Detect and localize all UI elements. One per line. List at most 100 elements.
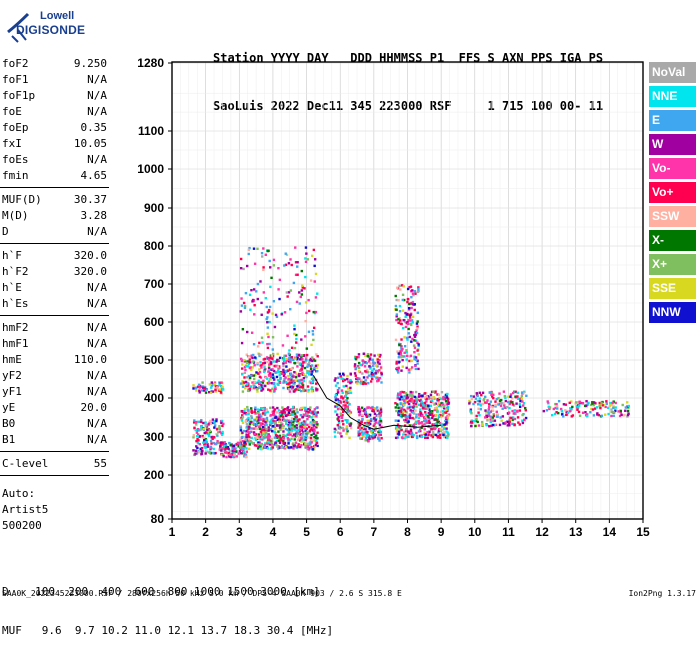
echo-point bbox=[214, 442, 218, 446]
echo-point bbox=[412, 433, 415, 437]
echo-point bbox=[395, 429, 399, 432]
echo-point bbox=[257, 421, 260, 425]
echo-point bbox=[288, 413, 292, 416]
echo-point bbox=[268, 389, 272, 392]
echo-point bbox=[300, 429, 304, 432]
echo-point bbox=[564, 403, 568, 406]
echo-point bbox=[252, 374, 256, 377]
echo-point bbox=[288, 368, 292, 371]
echo-point bbox=[610, 414, 613, 418]
echo-point bbox=[291, 425, 295, 428]
echo-point bbox=[518, 403, 522, 406]
echo-point bbox=[612, 414, 615, 417]
echo-point bbox=[296, 411, 299, 414]
echo-point bbox=[253, 262, 257, 265]
echo-point bbox=[241, 421, 245, 424]
echo-point bbox=[429, 404, 433, 408]
echo-point bbox=[405, 435, 408, 438]
echo-point bbox=[291, 424, 294, 427]
echo-point bbox=[308, 381, 312, 384]
echo-point bbox=[356, 364, 360, 368]
echo-point bbox=[263, 407, 267, 411]
echo-point bbox=[478, 414, 481, 417]
echo-point bbox=[345, 401, 349, 405]
echo-point bbox=[379, 366, 383, 369]
echo-point bbox=[271, 417, 275, 421]
echo-point bbox=[240, 416, 243, 420]
echo-point bbox=[275, 371, 279, 374]
echo-point bbox=[418, 403, 421, 407]
echo-point bbox=[367, 406, 371, 409]
echo-point bbox=[416, 320, 419, 323]
param-value: N/A bbox=[87, 369, 107, 382]
echo-point bbox=[258, 427, 262, 431]
echo-point bbox=[245, 383, 249, 386]
echo-point bbox=[399, 393, 402, 396]
echo-point bbox=[244, 442, 247, 445]
echo-point bbox=[396, 371, 400, 374]
echo-point bbox=[417, 287, 420, 291]
echo-point bbox=[415, 413, 418, 416]
echo-point bbox=[514, 390, 517, 393]
y-tick-label: 300 bbox=[144, 430, 164, 444]
echo-point bbox=[313, 258, 317, 261]
echo-point bbox=[396, 368, 400, 372]
echo-point bbox=[376, 379, 379, 383]
echo-point bbox=[264, 384, 267, 388]
echo-point bbox=[242, 267, 245, 271]
echo-point bbox=[259, 413, 262, 416]
echo-point bbox=[275, 424, 279, 427]
echo-point bbox=[478, 400, 481, 403]
echo-point bbox=[257, 372, 260, 375]
param-row-yf2: yF2 N/A bbox=[2, 368, 107, 384]
echo-point bbox=[258, 381, 262, 385]
echo-point bbox=[297, 436, 301, 439]
legend-item-vo: Vo- bbox=[649, 158, 696, 179]
x-tick-label: 8 bbox=[404, 525, 411, 539]
echo-point bbox=[520, 394, 524, 398]
echo-point bbox=[433, 427, 437, 431]
echo-point bbox=[268, 363, 271, 366]
echo-point bbox=[611, 401, 614, 405]
echo-point bbox=[365, 437, 368, 440]
echo-point bbox=[366, 355, 369, 358]
echo-point bbox=[574, 401, 578, 404]
echo-point bbox=[477, 403, 480, 406]
echo-point bbox=[244, 453, 248, 456]
echo-point bbox=[418, 428, 422, 431]
echo-point bbox=[290, 431, 293, 434]
software-version: Ion2Png 1.3.17 bbox=[628, 589, 696, 598]
echo-point bbox=[273, 389, 276, 392]
echo-point bbox=[253, 364, 256, 367]
echo-point bbox=[346, 421, 349, 424]
echo-point bbox=[279, 424, 282, 427]
echo-point bbox=[288, 381, 291, 385]
echo-point bbox=[271, 424, 275, 428]
echo-point bbox=[411, 416, 414, 420]
echo-point bbox=[299, 439, 302, 442]
echo-point bbox=[261, 447, 264, 450]
echo-point bbox=[292, 442, 295, 445]
echo-point bbox=[399, 425, 403, 429]
echo-point bbox=[292, 427, 296, 430]
echo-point bbox=[266, 346, 270, 350]
echo-point bbox=[423, 423, 426, 426]
echo-point bbox=[430, 399, 434, 402]
echo-point bbox=[446, 434, 450, 437]
echo-point bbox=[264, 296, 268, 300]
echo-point bbox=[429, 413, 432, 417]
y-tick-label: 200 bbox=[144, 468, 164, 482]
echo-point bbox=[560, 413, 564, 416]
echo-point bbox=[357, 419, 361, 422]
echo-point bbox=[431, 423, 434, 426]
echo-point bbox=[299, 295, 302, 299]
echo-point bbox=[444, 400, 448, 403]
echo-point bbox=[258, 368, 261, 371]
echo-point bbox=[256, 282, 260, 286]
echo-point bbox=[239, 429, 243, 432]
echo-point bbox=[288, 409, 292, 412]
echo-point bbox=[301, 365, 304, 368]
echo-point bbox=[276, 382, 279, 386]
echo-point bbox=[441, 432, 445, 435]
echo-point bbox=[415, 322, 419, 325]
